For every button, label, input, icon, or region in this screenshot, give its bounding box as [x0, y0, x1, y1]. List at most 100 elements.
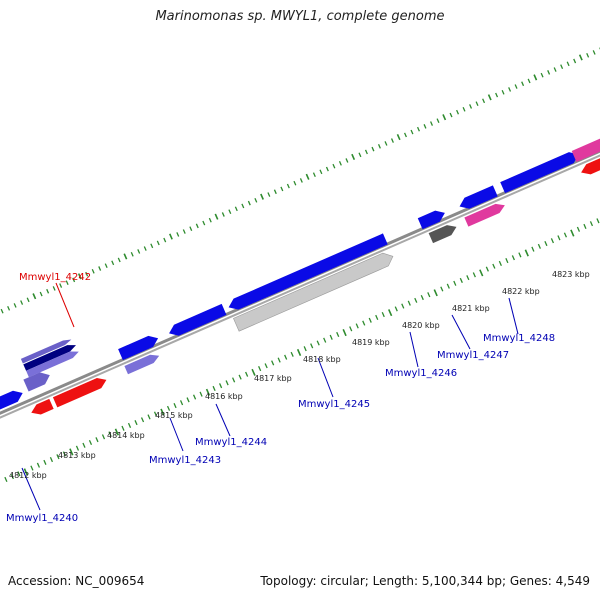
minor-tick	[7, 305, 11, 311]
minor-tick	[290, 351, 294, 357]
gene-arrow-purple[interactable]	[124, 352, 161, 375]
scale-label: 4815 kbp	[155, 411, 193, 420]
gene-arrow-4240-edge[interactable]	[0, 387, 25, 415]
minor-tick	[420, 294, 424, 301]
minor-tick	[293, 180, 297, 186]
minor-tick	[280, 186, 284, 192]
minor-tick	[368, 317, 372, 323]
gene-labels[interactable]: Mmwyl1_4242 Mmwyl1_4240 Mmwyl1_4243 Mmwy…	[6, 272, 555, 524]
major-tick	[442, 114, 447, 121]
gene-label-4243[interactable]: Mmwyl1_4243	[149, 455, 221, 466]
gene-arrow-small[interactable]	[23, 369, 52, 392]
minor-tick	[140, 417, 145, 423]
minor-tick	[553, 67, 557, 72]
gene-arrow-4242-sub2[interactable]	[26, 348, 80, 378]
leader-4246	[409, 331, 419, 368]
major-tick	[578, 54, 583, 61]
minor-tick	[117, 257, 121, 263]
gene-arrow-grey-long[interactable]	[233, 250, 395, 332]
minor-tick	[508, 87, 512, 92]
scale-label: 4816 kbp	[205, 392, 243, 401]
minor-tick	[563, 232, 568, 238]
gene-label-4242[interactable]: Mmwyl1_4242	[19, 272, 91, 283]
minor-tick	[150, 243, 154, 249]
scale-label: 4817 kbp	[254, 374, 292, 383]
gene-label-4248[interactable]: Mmwyl1_4248	[483, 333, 555, 344]
gene-arrow-pink[interactable]	[464, 201, 506, 227]
major-tick	[77, 273, 82, 280]
minor-tick	[390, 138, 394, 143]
gene-arrow-red-1[interactable]	[29, 398, 54, 418]
scale-label: 4812 kbp	[9, 471, 47, 480]
minor-tick	[501, 89, 505, 95]
minor-tick	[407, 300, 411, 306]
gene-arrow-4243[interactable]	[118, 333, 160, 361]
minor-tick	[573, 58, 577, 64]
major-tick	[433, 289, 438, 297]
scale-label: 4820 kbp	[402, 321, 440, 330]
gene-arrow-4244[interactable]	[167, 303, 227, 339]
minor-tick	[95, 437, 99, 443]
major-tick	[296, 348, 302, 356]
gene-arrow-4246[interactable]	[417, 207, 448, 230]
gene-label-4247[interactable]: Mmwyl1_4247	[437, 350, 509, 361]
minor-tick	[550, 238, 555, 244]
minor-tick	[316, 340, 320, 346]
major-tick	[69, 448, 74, 456]
gene-arrow-4242-sub1[interactable]	[20, 337, 72, 364]
minor-tick	[10, 474, 14, 480]
minor-tick	[505, 258, 509, 264]
gene-arrow-red-2[interactable]	[52, 375, 109, 408]
minor-tick	[72, 277, 76, 283]
leader-4243	[169, 417, 184, 452]
minor-tick	[147, 414, 151, 420]
minor-tick	[59, 283, 63, 288]
gene-label-4240[interactable]: Mmwyl1_4240	[6, 513, 78, 524]
gene-label-4245[interactable]: Mmwyl1_4245	[298, 399, 370, 410]
minor-tick	[586, 52, 590, 58]
minor-tick	[358, 152, 362, 158]
minor-tick	[362, 320, 366, 326]
minor-tick	[247, 200, 251, 206]
minor-tick	[17, 471, 21, 477]
minor-tick	[416, 126, 420, 132]
minor-tick	[410, 129, 414, 135]
gene-arrow-4242[interactable]	[23, 342, 77, 371]
minor-tick	[225, 380, 229, 386]
gene-arrow-4245[interactable]	[226, 233, 388, 312]
gene-arrow-pink-edge[interactable]	[571, 115, 600, 162]
minor-tick	[310, 343, 314, 349]
scale-label: 4822 kbp	[502, 287, 540, 296]
minor-tick	[121, 425, 125, 431]
minor-tick	[336, 331, 340, 338]
minor-tick	[459, 277, 463, 284]
gene-arrow-dark-grey[interactable]	[428, 222, 459, 244]
minor-tick	[596, 218, 600, 224]
minor-tick	[176, 232, 180, 237]
minor-tick	[52, 286, 56, 291]
minor-tick	[423, 124, 427, 129]
minor-tick	[267, 192, 271, 197]
minor-tick	[273, 189, 277, 195]
major-tick	[114, 428, 120, 436]
gene-label-4246[interactable]: Mmwyl1_4246	[385, 368, 457, 379]
minor-tick	[286, 183, 290, 189]
minor-tick	[111, 260, 115, 266]
minor-tick	[521, 81, 525, 87]
gene-arrow-4247[interactable]	[457, 185, 498, 212]
minor-tick	[527, 78, 531, 84]
minor-tick	[345, 158, 349, 163]
minor-tick	[82, 442, 86, 448]
minor-tick	[36, 462, 41, 468]
minor-tick	[518, 252, 522, 258]
gene-features[interactable]	[0, 87, 600, 436]
minor-tick	[56, 454, 60, 460]
minor-tick	[430, 121, 433, 126]
minor-tick	[238, 374, 242, 380]
gene-label-4244[interactable]: Mmwyl1_4244	[195, 437, 267, 448]
minor-tick	[182, 229, 186, 234]
minor-tick	[163, 237, 167, 243]
minor-tick	[258, 366, 262, 372]
gene-arrow-4248[interactable]	[500, 149, 581, 194]
